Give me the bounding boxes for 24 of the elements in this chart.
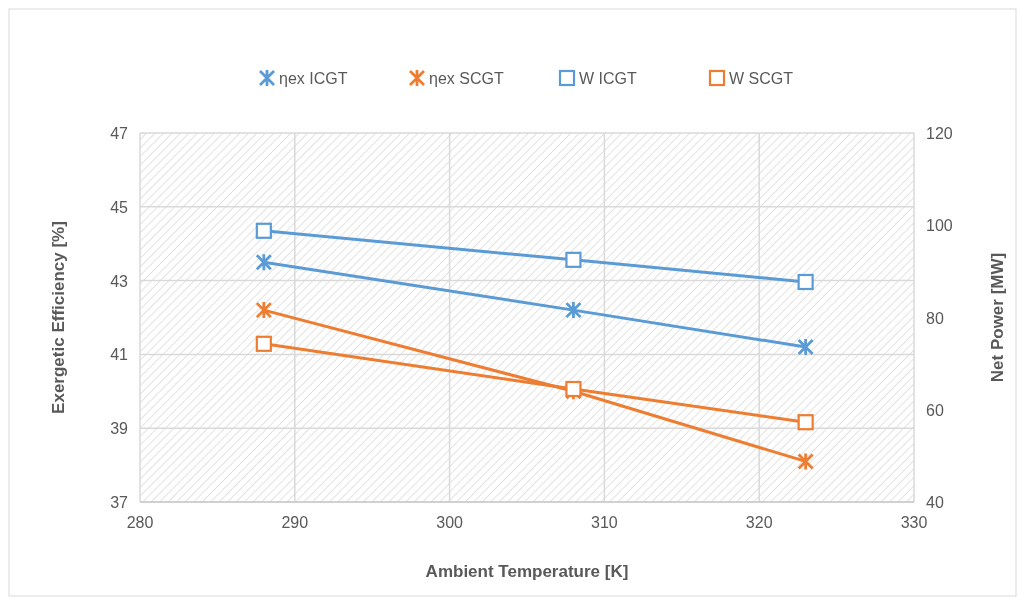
x-tick-label: 330 [900,514,928,531]
x-tick-label: 310 [591,514,618,531]
x-tick-label: 300 [436,514,464,531]
x-tick-label: 320 [745,514,773,531]
legend-label: W ICGT [579,70,637,87]
y2-tick-label: 100 [926,217,953,235]
x-tick-label: 290 [281,514,309,531]
y-axis-title: Exergetic Efficiency [%] [49,221,68,414]
y2-tick-label: 80 [926,309,944,327]
y2-axis-title: Net Power [MW] [988,252,1007,383]
x-axis-title: Ambient Temperature [K] [425,562,629,581]
y-tick-label: 43 [110,272,129,290]
y-tick-label: 45 [110,198,129,216]
legend-label: W SCGT [729,70,794,87]
y2-tick-label: 120 [926,125,953,142]
y2-tick-label: 60 [926,401,944,419]
y-tick-label: 47 [110,125,129,142]
y-tick-label: 37 [110,494,129,511]
legend-label: ηex SCGT [429,70,504,87]
y-tick-label: 39 [110,420,129,438]
x-tick-label: 280 [126,514,154,531]
y-tick-label: 41 [110,346,129,364]
legend-label: ηex ICGT [279,70,348,87]
y2-tick-label: 40 [926,494,944,511]
